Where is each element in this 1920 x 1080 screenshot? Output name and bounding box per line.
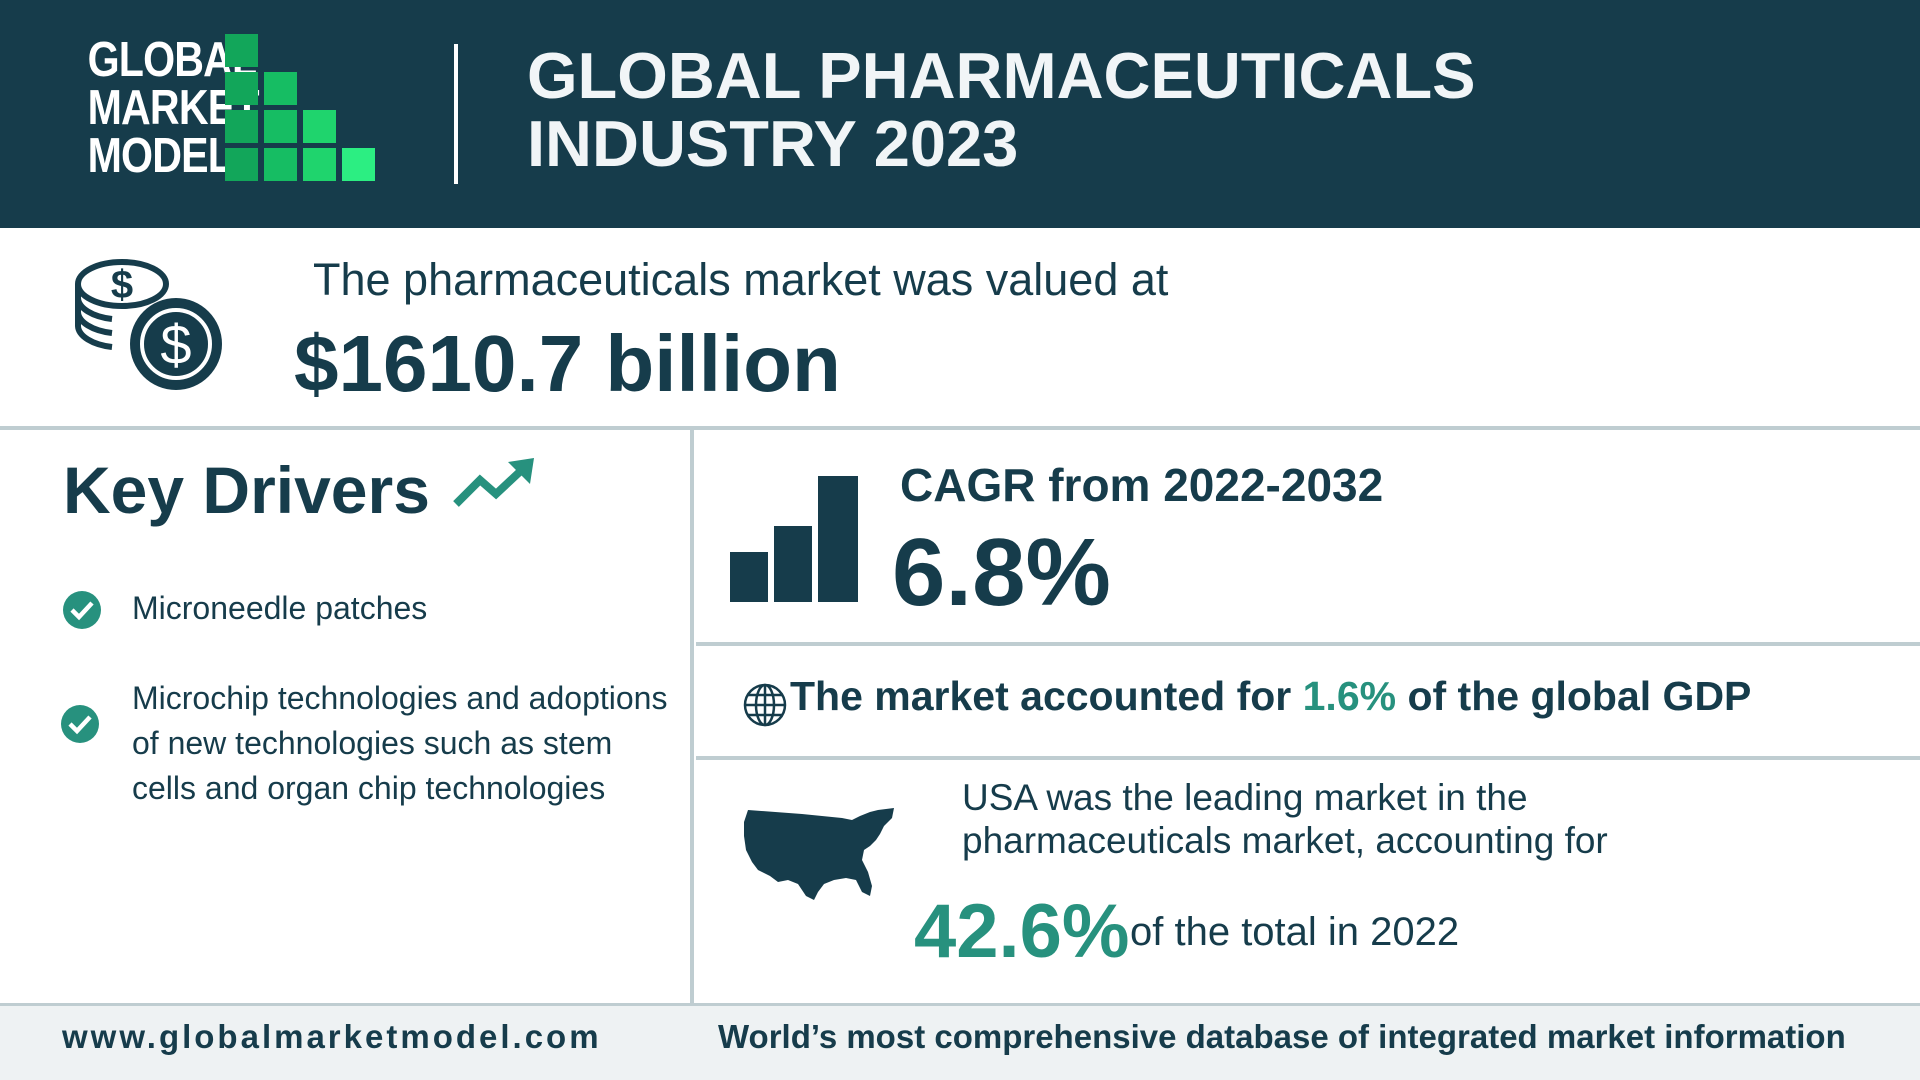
market-value-intro: The pharmaceuticals market was valued at [313,254,1169,305]
gdp-suffix: of the global GDP [1396,673,1752,719]
cagr-label: CAGR from 2022-2032 [900,459,1384,511]
gdp-prefix: The market accounted for [790,673,1303,719]
gdp-highlight: 1.6% [1302,673,1397,719]
page-title: GLOBAL PHARMACEUTICALS INDUSTRY 2023 [527,42,1827,178]
logo-line: GLOBAL [87,33,258,87]
logo-line: MODEL [87,129,233,183]
check-circle-icon [63,591,101,629]
check-circle-icon [61,705,99,743]
key-driver-item: Microchip technologies and adoptions of … [132,680,668,806]
title-line: INDUSTRY 2023 [527,107,1019,180]
trend-up-icon [453,458,534,507]
header-divider [454,44,458,184]
logo-line: MARKET [87,81,260,135]
usa-map-icon [744,808,894,900]
column-divider [690,426,694,1080]
key-driver-item: Microneedle patches [132,590,428,626]
title-line: GLOBAL PHARMACEUTICALS [527,39,1476,112]
coins-dollar-icon: $ $ [75,259,222,390]
svg-text:$: $ [160,313,191,376]
footer-bar [0,1003,1920,1080]
gdp-statement: The market accounted for 1.6% of the glo… [790,673,1751,720]
brand-logo-text: GLOBAL MARKET MODEL [87,33,260,183]
usa-statement: USA was the leading market in the pharma… [962,776,1762,862]
key-drivers-heading: Key Drivers [63,453,430,527]
usa-share-suffix: of the total in 2022 [1130,910,1460,954]
bar-chart-icon [730,476,858,602]
usa-line: pharmaceuticals market, accounting for [962,820,1608,861]
usa-share-percent: 42.6% [914,889,1130,974]
globe-icon [743,683,787,727]
svg-text:$: $ [111,263,133,307]
footer-website-link[interactable]: www.globalmarketmodel.com [62,1018,602,1055]
logo-bars-icon [225,34,375,181]
market-value-amount: $1610.7 billion [294,319,841,408]
section-divider [696,756,1920,760]
section-divider [696,642,1920,646]
cagr-value: 6.8% [892,519,1111,626]
usa-line: USA was the leading market in the [962,777,1528,818]
footer-tagline: World’s most comprehensive database of i… [718,1018,1846,1055]
section-divider [0,426,1920,430]
